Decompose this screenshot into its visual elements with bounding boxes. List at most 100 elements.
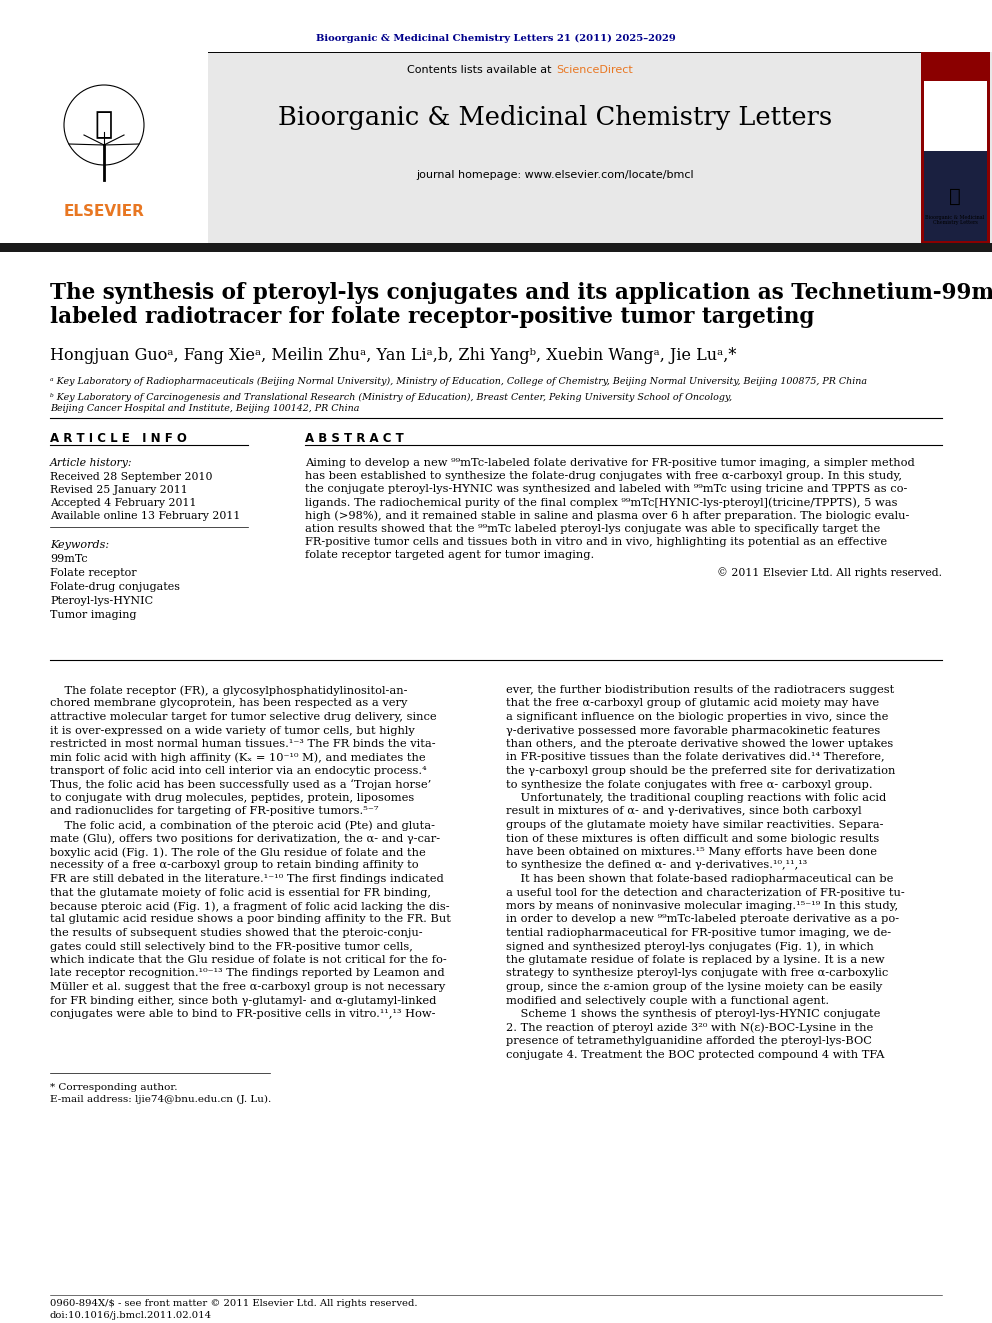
Text: a significant influence on the biologic properties in vivo, since the: a significant influence on the biologic … — [506, 712, 889, 722]
Text: ScienceDirect: ScienceDirect — [556, 65, 633, 75]
Text: labeled radiotracer for folate receptor-positive tumor targeting: labeled radiotracer for folate receptor-… — [50, 306, 814, 328]
Text: than others, and the pteroate derivative showed the lower uptakes: than others, and the pteroate derivative… — [506, 740, 893, 749]
Bar — [924, 54, 987, 81]
Text: The synthesis of pteroyl-lys conjugates and its application as Technetium-99m: The synthesis of pteroyl-lys conjugates … — [50, 282, 992, 304]
Text: the glutamate residue of folate is replaced by a lysine. It is a new: the glutamate residue of folate is repla… — [506, 955, 885, 964]
Text: A R T I C L E   I N F O: A R T I C L E I N F O — [50, 433, 186, 445]
Text: tential radiopharmaceutical for FR-positive tumor imaging, we de-: tential radiopharmaceutical for FR-posit… — [506, 927, 891, 938]
Text: Contents lists available at: Contents lists available at — [407, 65, 555, 75]
Text: which indicate that the Glu residue of folate is not critical for the fo-: which indicate that the Glu residue of f… — [50, 955, 446, 964]
Bar — [0, 52, 208, 245]
Text: 99mTc: 99mTc — [50, 554, 87, 564]
Text: Thus, the folic acid has been successfully used as a ‘Trojan horse’: Thus, the folic acid has been successful… — [50, 779, 432, 790]
Text: Bioorganic & Medicinal Chemistry Letters 21 (2011) 2025–2029: Bioorganic & Medicinal Chemistry Letters… — [316, 33, 676, 42]
Text: because pteroic acid (Fig. 1), a fragment of folic acid lacking the dis-: because pteroic acid (Fig. 1), a fragmen… — [50, 901, 449, 912]
Text: The folic acid, a combination of the pteroic acid (Pte) and gluta-: The folic acid, a combination of the pte… — [50, 820, 435, 831]
Text: that the free α-carboxyl group of glutamic acid moiety may have: that the free α-carboxyl group of glutam… — [506, 699, 879, 709]
Text: Bioorganic & Medicinal
Chemistry Letters: Bioorganic & Medicinal Chemistry Letters — [926, 214, 985, 225]
Text: ligands. The radiochemical purity of the final complex ⁹⁹mTc[HYNIC-lys-pteroyl](: ligands. The radiochemical purity of the… — [305, 497, 898, 508]
Text: have been obtained on mixtures.¹⁵ Many efforts have been done: have been obtained on mixtures.¹⁵ Many e… — [506, 847, 877, 857]
Text: has been established to synthesize the folate-drug conjugates with free α-carbox: has been established to synthesize the f… — [305, 471, 902, 482]
Bar — [921, 52, 990, 243]
Text: and radionuclides for targeting of FR-positive tumors.⁵⁻⁷: and radionuclides for targeting of FR-po… — [50, 807, 379, 816]
Text: min folic acid with high affinity (Kₓ = 10⁻¹⁰ M), and mediates the: min folic acid with high affinity (Kₓ = … — [50, 753, 426, 763]
Text: Aiming to develop a new ⁹⁹mTc-labeled folate derivative for FR-positive tumor im: Aiming to develop a new ⁹⁹mTc-labeled fo… — [305, 458, 915, 468]
Text: Folate-drug conjugates: Folate-drug conjugates — [50, 582, 180, 591]
Text: necessity of a free α-carboxyl group to retain binding affinity to: necessity of a free α-carboxyl group to … — [50, 860, 419, 871]
Text: © 2011 Elsevier Ltd. All rights reserved.: © 2011 Elsevier Ltd. All rights reserved… — [717, 568, 942, 578]
Bar — [924, 54, 987, 241]
Text: conjugate 4. Treatment the BOC protected compound 4 with TFA: conjugate 4. Treatment the BOC protected… — [506, 1049, 885, 1060]
Text: Accepted 4 February 2011: Accepted 4 February 2011 — [50, 497, 196, 508]
Text: group, since the ε-amion group of the lysine moiety can be easily: group, since the ε-amion group of the ly… — [506, 982, 882, 992]
Text: modified and selectively couple with a functional agent.: modified and selectively couple with a f… — [506, 995, 829, 1005]
Text: gates could still selectively bind to the FR-positive tumor cells,: gates could still selectively bind to th… — [50, 942, 413, 951]
Text: late receptor recognition.¹⁰⁻¹³ The findings reported by Leamon and: late receptor recognition.¹⁰⁻¹³ The find… — [50, 968, 444, 979]
Text: Revised 25 January 2011: Revised 25 January 2011 — [50, 486, 187, 495]
Text: signed and synthesized pteroyl-lys conjugates (Fig. 1), in which: signed and synthesized pteroyl-lys conju… — [506, 942, 874, 953]
Text: attractive molecular target for tumor selective drug delivery, since: attractive molecular target for tumor se… — [50, 712, 436, 722]
Text: Unfortunately, the traditional coupling reactions with folic acid: Unfortunately, the traditional coupling … — [506, 792, 886, 803]
Text: ᵃ Key Laboratory of Radiopharmaceuticals (Beijing Normal University), Ministry o: ᵃ Key Laboratory of Radiopharmaceuticals… — [50, 377, 867, 386]
Text: doi:10.1016/j.bmcl.2011.02.014: doi:10.1016/j.bmcl.2011.02.014 — [50, 1311, 212, 1320]
Text: boxylic acid (Fig. 1). The role of the Glu residue of folate and the: boxylic acid (Fig. 1). The role of the G… — [50, 847, 426, 857]
Text: Folate receptor: Folate receptor — [50, 568, 137, 578]
Text: tion of these mixtures is often difficult and some biologic results: tion of these mixtures is often difficul… — [506, 833, 879, 844]
Bar — [924, 151, 987, 241]
Bar — [0, 243, 992, 251]
Bar — [0, 52, 992, 245]
Text: strategy to synthesize pteroyl-lys conjugate with free α-carboxylic: strategy to synthesize pteroyl-lys conju… — [506, 968, 888, 979]
Text: tal glutamic acid residue shows a poor binding affinity to the FR. But: tal glutamic acid residue shows a poor b… — [50, 914, 451, 925]
Text: transport of folic acid into cell interior via an endocytic process.⁴: transport of folic acid into cell interi… — [50, 766, 427, 777]
Text: groups of the glutamate moiety have similar reactivities. Separa-: groups of the glutamate moiety have simi… — [506, 820, 884, 830]
Text: for FR binding either, since both γ-glutamyl- and α-glutamyl-linked: for FR binding either, since both γ-glut… — [50, 995, 436, 1005]
Text: restricted in most normal human tissues.¹⁻³ The FR binds the vita-: restricted in most normal human tissues.… — [50, 740, 435, 749]
Text: * Corresponding author.: * Corresponding author. — [50, 1084, 178, 1091]
Text: mate (Glu), offers two positions for derivatization, the α- and γ-car-: mate (Glu), offers two positions for der… — [50, 833, 440, 844]
Text: the conjugate pteroyl-lys-HYNIC was synthesized and labeled with ⁹⁹mTc using tri: the conjugate pteroyl-lys-HYNIC was synt… — [305, 484, 908, 495]
Text: Bioorganic & Medicinal Chemistry Letters: Bioorganic & Medicinal Chemistry Letters — [278, 106, 832, 131]
Text: it is over-expressed on a wide variety of tumor cells, but highly: it is over-expressed on a wide variety o… — [50, 725, 415, 736]
Text: FR-positive tumor cells and tissues both in vitro and in vivo, highlighting its : FR-positive tumor cells and tissues both… — [305, 537, 887, 548]
Text: the γ-carboxyl group should be the preferred site for derivatization: the γ-carboxyl group should be the prefe… — [506, 766, 896, 777]
Text: FR are still debated in the literature.¹⁻¹⁰ The first findings indicated: FR are still debated in the literature.¹… — [50, 875, 443, 884]
Text: folate receptor targeted agent for tumor imaging.: folate receptor targeted agent for tumor… — [305, 550, 594, 561]
Text: result in mixtures of α- and γ-derivatives, since both carboxyl: result in mixtures of α- and γ-derivativ… — [506, 807, 862, 816]
Text: Hongjuan Guoᵃ, Fang Xieᵃ, Meilin Zhuᵃ, Yan Liᵃ,b, Zhi Yangᵇ, Xuebin Wangᵃ, Jie L: Hongjuan Guoᵃ, Fang Xieᵃ, Meilin Zhuᵃ, Y… — [50, 347, 736, 364]
Text: It has been shown that folate-based radiopharmaceutical can be: It has been shown that folate-based radi… — [506, 875, 894, 884]
Text: to synthesize the folate conjugates with free α- carboxyl group.: to synthesize the folate conjugates with… — [506, 779, 873, 790]
Text: ation results showed that the ⁹⁹mTc labeled pteroyl-lys conjugate was able to sp: ation results showed that the ⁹⁹mTc labe… — [305, 524, 880, 534]
Text: Tumor imaging: Tumor imaging — [50, 610, 137, 620]
Text: A B S T R A C T: A B S T R A C T — [305, 433, 404, 445]
Text: 2. The reaction of pteroyl azide 3²⁰ with N(ε)-BOC-Lysine in the: 2. The reaction of pteroyl azide 3²⁰ wit… — [506, 1023, 873, 1033]
Text: Keywords:: Keywords: — [50, 540, 109, 550]
Text: Müller et al. suggest that the free α-carboxyl group is not necessary: Müller et al. suggest that the free α-ca… — [50, 982, 445, 992]
Text: high (>98%), and it remained stable in saline and plasma over 6 h after preparat: high (>98%), and it remained stable in s… — [305, 511, 910, 521]
Text: to synthesize the defined α- and γ-derivatives.¹⁰,¹¹,¹³: to synthesize the defined α- and γ-deriv… — [506, 860, 807, 871]
Text: Article history:: Article history: — [50, 458, 133, 468]
Text: presence of tetramethylguanidine afforded the pteroyl-lys-BOC: presence of tetramethylguanidine afforde… — [506, 1036, 872, 1046]
Text: conjugates were able to bind to FR-positive cells in vitro.¹¹,¹³ How-: conjugates were able to bind to FR-posit… — [50, 1009, 435, 1019]
Text: Pteroyl-lys-HYNIC: Pteroyl-lys-HYNIC — [50, 595, 153, 606]
Text: 🌲: 🌲 — [95, 111, 113, 139]
Text: in order to develop a new ⁹⁹mTc-labeled pteroate derivative as a po-: in order to develop a new ⁹⁹mTc-labeled … — [506, 914, 899, 925]
Text: ever, the further biodistribution results of the radiotracers suggest: ever, the further biodistribution result… — [506, 685, 894, 695]
Text: γ-derivative possessed more favorable pharmacokinetic features: γ-derivative possessed more favorable ph… — [506, 725, 880, 736]
Text: journal homepage: www.elsevier.com/locate/bmcl: journal homepage: www.elsevier.com/locat… — [417, 169, 693, 180]
Text: Received 28 September 2010: Received 28 September 2010 — [50, 472, 212, 482]
Text: Available online 13 February 2011: Available online 13 February 2011 — [50, 511, 240, 521]
Text: to conjugate with drug molecules, peptides, protein, liposomes: to conjugate with drug molecules, peptid… — [50, 792, 415, 803]
Text: Scheme 1 shows the synthesis of pteroyl-lys-HYNIC conjugate: Scheme 1 shows the synthesis of pteroyl-… — [506, 1009, 880, 1019]
Text: that the glutamate moiety of folic acid is essential for FR binding,: that the glutamate moiety of folic acid … — [50, 888, 431, 897]
Text: ᵇ Key Laboratory of Carcinogenesis and Translational Research (Ministry of Educa: ᵇ Key Laboratory of Carcinogenesis and T… — [50, 393, 732, 413]
Text: 🧬: 🧬 — [949, 187, 961, 205]
Text: 0960-894X/$ - see front matter © 2011 Elsevier Ltd. All rights reserved.: 0960-894X/$ - see front matter © 2011 El… — [50, 1299, 418, 1308]
Text: E-mail address: ljie74@bnu.edu.cn (J. Lu).: E-mail address: ljie74@bnu.edu.cn (J. Lu… — [50, 1095, 271, 1105]
Text: The folate receptor (FR), a glycosylphosphatidylinositol-an-: The folate receptor (FR), a glycosylphos… — [50, 685, 408, 696]
Text: a useful tool for the detection and characterization of FR-positive tu-: a useful tool for the detection and char… — [506, 888, 905, 897]
Text: chored membrane glycoprotein, has been respected as a very: chored membrane glycoprotein, has been r… — [50, 699, 408, 709]
Text: ELSEVIER: ELSEVIER — [63, 205, 145, 220]
Text: in FR-positive tissues than the folate derivatives did.¹⁴ Therefore,: in FR-positive tissues than the folate d… — [506, 753, 885, 762]
Text: mors by means of noninvasive molecular imaging.¹⁵⁻¹⁹ In this study,: mors by means of noninvasive molecular i… — [506, 901, 898, 912]
Text: the results of subsequent studies showed that the pteroic-conju-: the results of subsequent studies showed… — [50, 927, 423, 938]
